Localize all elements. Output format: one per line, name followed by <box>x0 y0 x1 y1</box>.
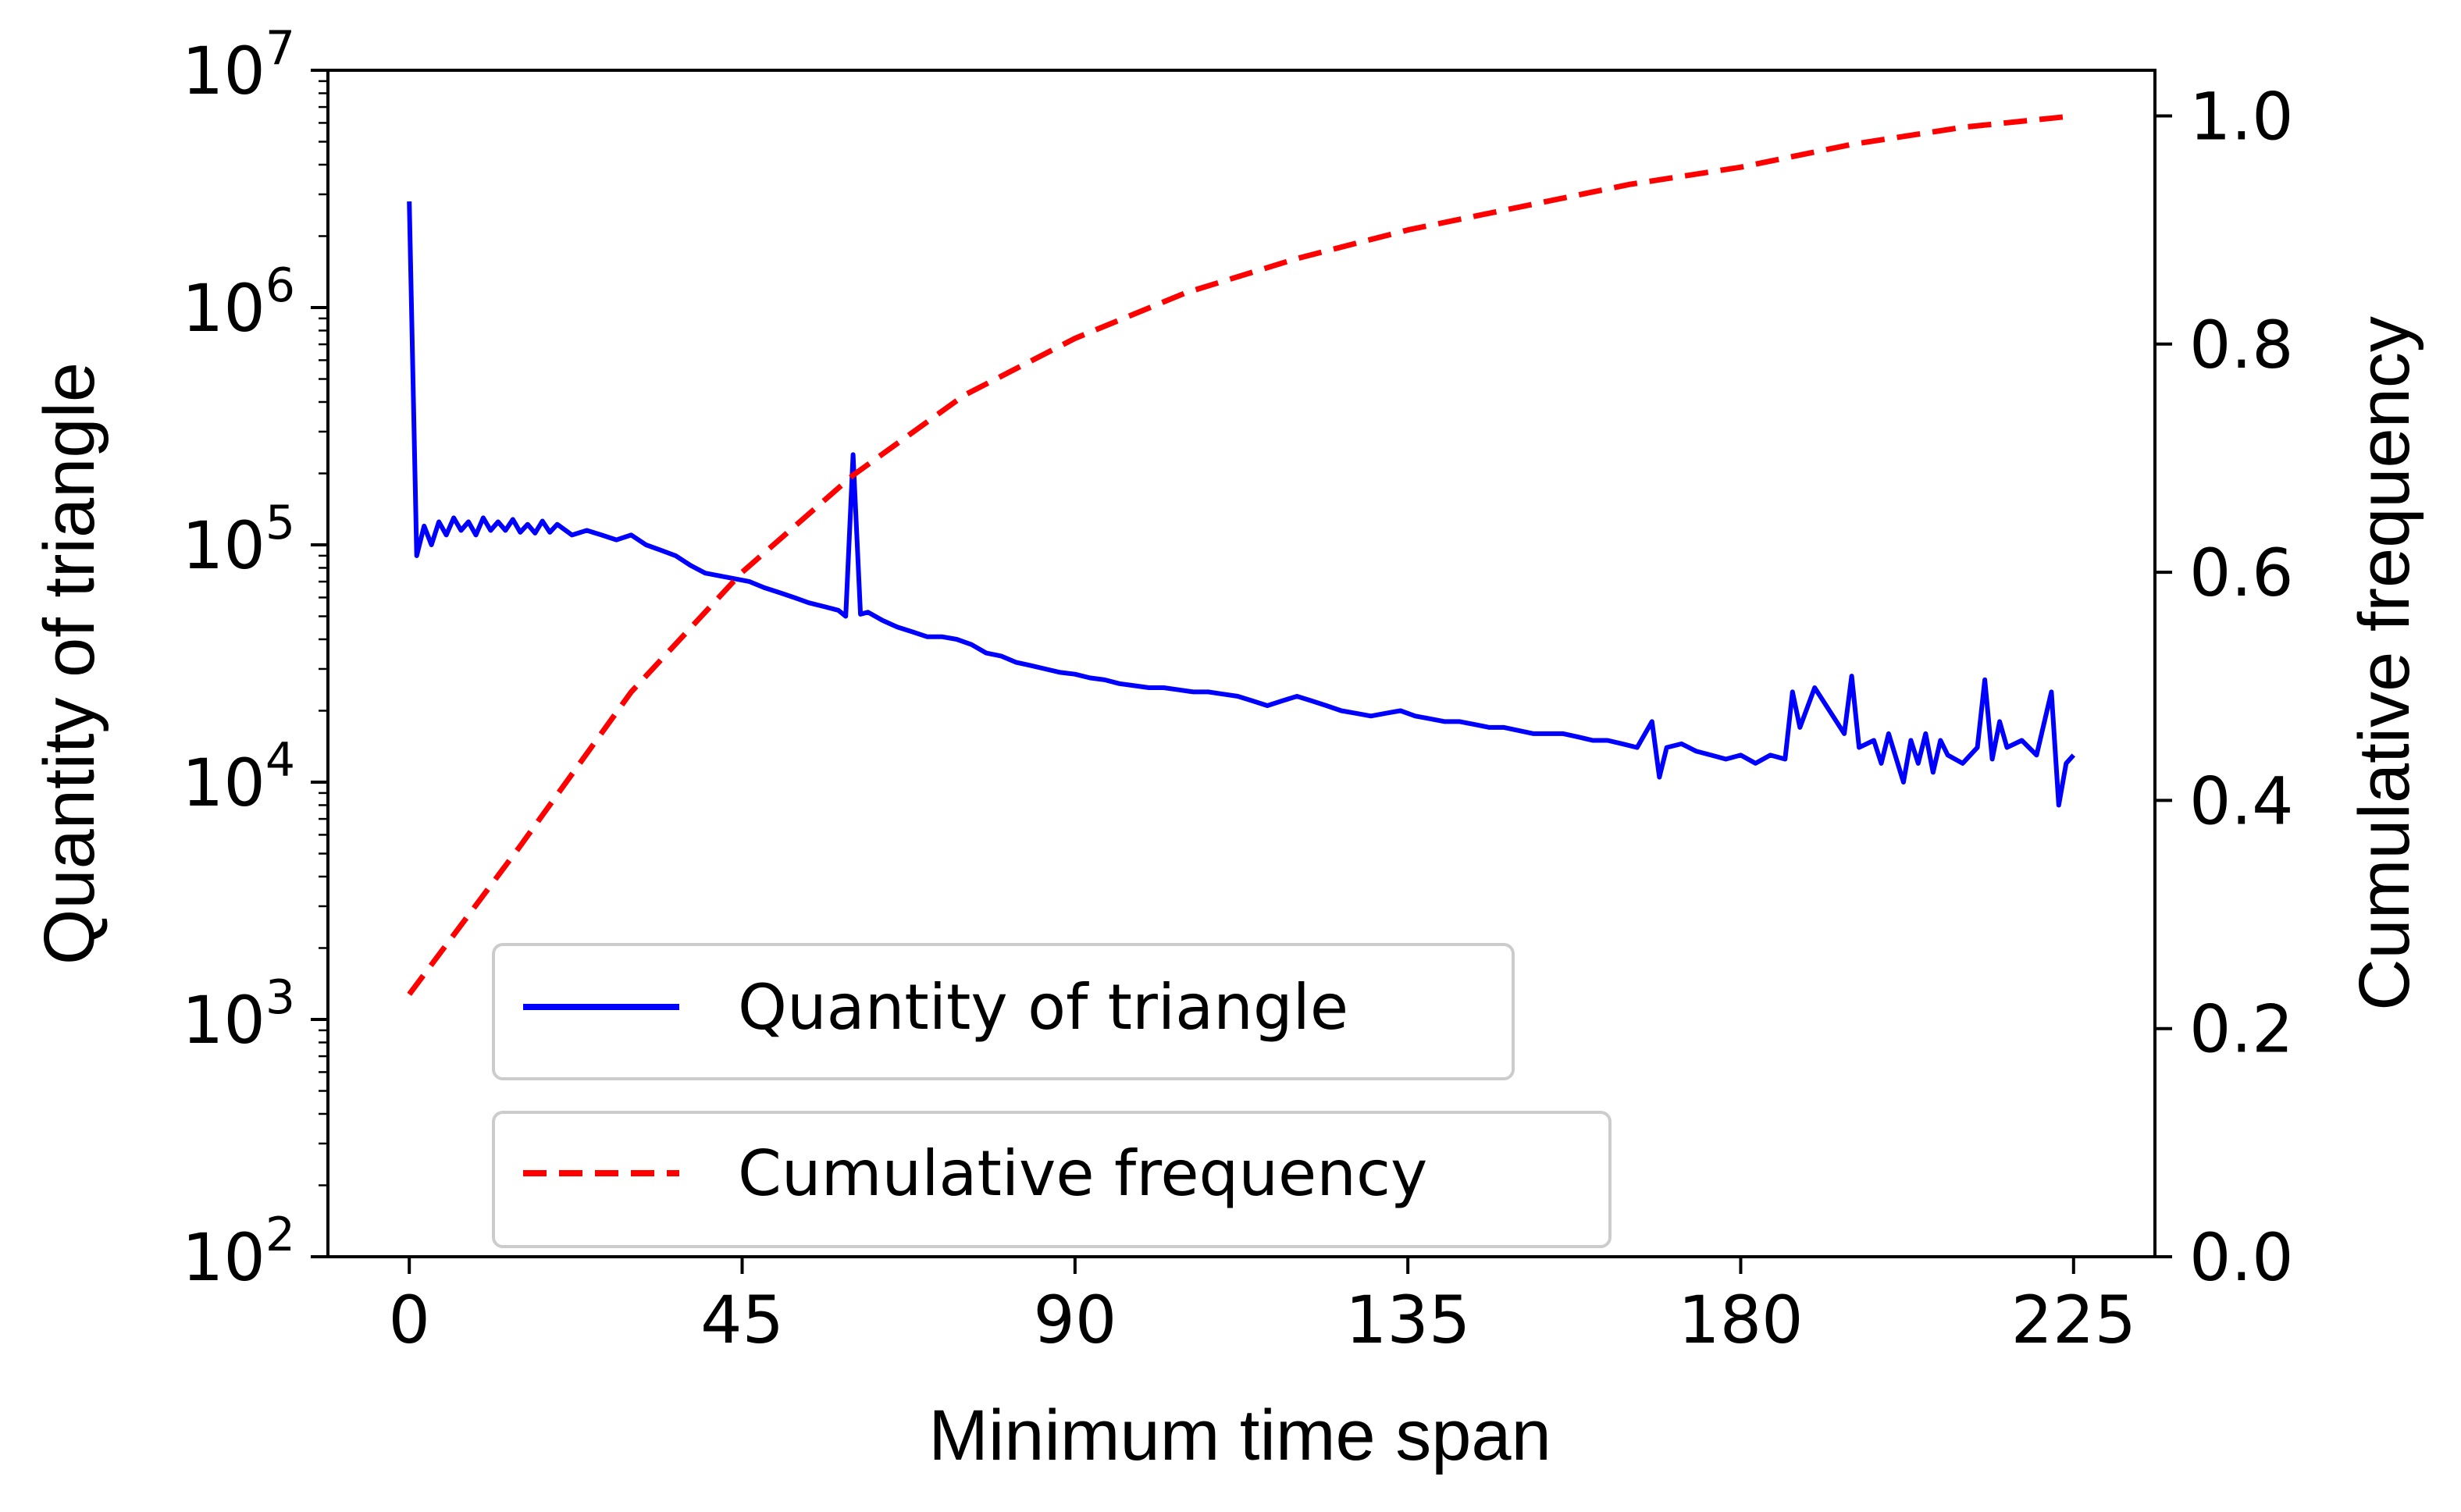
y-left-tick-label: 106 <box>182 258 295 347</box>
y-right-tick-label: 0.4 <box>2189 763 2294 839</box>
legend-box-cumulative <box>492 1111 1612 1248</box>
y-right-tick-label: 1.0 <box>2189 78 2294 155</box>
y-left-axis-label: Quantity of triangle <box>30 362 109 965</box>
y-left-tick-label: 103 <box>182 970 295 1058</box>
x-tick-label: 90 <box>1033 1282 1117 1358</box>
legend-box-quantity <box>492 943 1515 1080</box>
y-right-axis-label: Cumulative frequency <box>2345 316 2424 1011</box>
y-left-tick-label: 102 <box>182 1208 295 1296</box>
legend: Quantity of triangle Cumulative frequenc… <box>492 943 1612 1248</box>
legend-label-quantity: Quantity of triangle <box>738 971 1348 1044</box>
y-right-tick-label: 0.8 <box>2189 307 2294 383</box>
axes: 0 45 90 135 180 225 102 103 104 105 106 107 0.0 0.2 0.… <box>182 21 2294 1358</box>
legend-label-cumulative: Cumulative frequency <box>738 1137 1427 1210</box>
x-tick-label: 45 <box>700 1282 784 1358</box>
plot-frame <box>326 69 2156 1258</box>
x-axis-label: Minimum time span <box>928 1396 1551 1475</box>
x-tick-label: 0 <box>388 1282 429 1358</box>
x-tick-label: 225 <box>2011 1282 2136 1358</box>
x-tick-label: 135 <box>1345 1282 1470 1358</box>
series-line-quantity <box>407 201 2076 808</box>
y-right-tick-label: 0.6 <box>2189 535 2294 611</box>
y-right-tick-label: 0.2 <box>2189 991 2294 1068</box>
y-left-tick-label: 107 <box>182 21 295 109</box>
y-left-tick-label: 105 <box>182 496 295 584</box>
series-line-cumulative <box>407 113 2075 996</box>
y-left-tick-label: 104 <box>182 733 295 821</box>
x-tick-label: 180 <box>1678 1282 1803 1358</box>
plot-lines <box>407 113 2076 996</box>
y-right-tick-label: 0.0 <box>2189 1219 2294 1296</box>
